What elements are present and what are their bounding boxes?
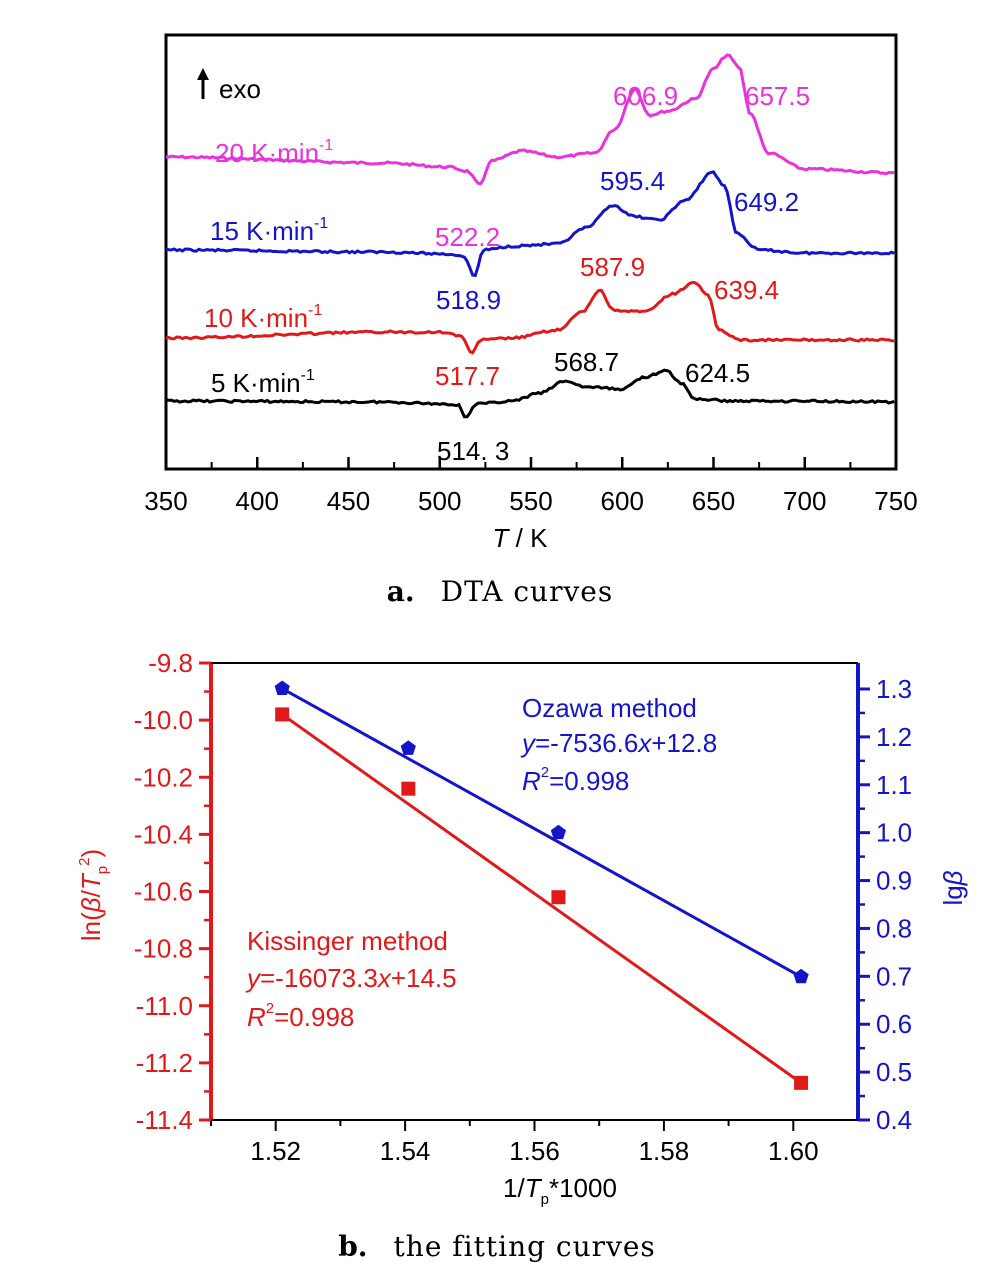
fit-right-y-axis-label: lgβ (938, 870, 968, 905)
annotation-514-3: 514. 3 (437, 436, 509, 466)
fit-left-y-axis-label: ln(β/Tp2) (76, 849, 111, 941)
fitting-chart: 1.52 1.54 1.56 1.58 1.60 -9.8 -10.0 -10.2 -10.4… (76, 648, 968, 1263)
ozawa-point (400, 740, 416, 755)
fit-left-y-tick-label: -10.8 (134, 934, 193, 964)
dta-x-tick-label: 550 (509, 486, 552, 516)
fit-x-tick-label: 1.60 (768, 1136, 819, 1166)
exo-label: exo (219, 74, 261, 104)
fit-left-y-tick-label: -10.2 (134, 762, 193, 792)
kissinger-equation: y=-16073.3x+14.5 (245, 963, 457, 993)
fit-left-y-tick-label: -10.6 (134, 877, 193, 907)
ozawa-r2: R2=0.998 (522, 764, 629, 796)
fit-right-y-tick-label: 0.8 (876, 913, 912, 943)
fit-left-y-tick-label: -11.2 (136, 1048, 193, 1078)
dta-curve-2 (165, 280, 895, 355)
dta-x-tick-label: 750 (874, 486, 917, 516)
fit-x-tick-label: 1.52 (250, 1136, 301, 1166)
ozawa-equation: y=-7536.6x+12.8 (520, 728, 717, 758)
annotation-517-7: 517.7 (435, 361, 500, 391)
ozawa-point (274, 680, 290, 695)
dta-x-tick-labels: 350 400 450 500 550 600 650 700 750 (144, 486, 917, 516)
ozawa-point (793, 968, 809, 984)
fit-lines (281, 687, 802, 1085)
series-label-15: 15 K·min-1 (210, 215, 328, 246)
fit-right-y-tick-label: 1.0 (876, 818, 912, 848)
annotation-657-5: 657.5 (745, 81, 810, 111)
fit-x-ticks: 1.52 1.54 1.56 1.58 1.60 (210, 1120, 819, 1166)
dta-x-tick-label: 650 (692, 486, 735, 516)
fit-right-y-tick-label: 0.6 (876, 1009, 912, 1039)
ozawa-title: Ozawa method (522, 693, 697, 723)
dta-x-ticks (164, 457, 898, 469)
fit-left-y-tick-label: -10.0 (134, 705, 193, 735)
annotation-568-7: 568.7 (554, 347, 619, 377)
fit-left-y-tick-label: -10.4 (134, 819, 193, 849)
fit-right-y-ticks: 1.3 1.2 1.1 1.0 0.9 0.8 0.7 0.6 0.5 0.4 (858, 674, 912, 1135)
fit-x-axis-label: 1/Tp*1000 (503, 1173, 617, 1208)
fit-right-y-tick-label: 0.4 (876, 1105, 912, 1135)
dta-curve-3 (165, 368, 895, 419)
annotation-624-5: 624.5 (685, 358, 750, 388)
arrow-up-icon (197, 68, 209, 99)
dta-x-tick-label: 500 (418, 486, 461, 516)
series-label-10: 10 K·min-1 (204, 302, 322, 333)
dta-x-tick-label: 450 (327, 486, 370, 516)
annotation-587-9: 587.9 (580, 252, 645, 282)
annotation-518-9: 518.9 (436, 285, 501, 315)
annotation-649-2: 649.2 (734, 187, 799, 217)
fit-x-tick-label: 1.56 (509, 1136, 560, 1166)
annotation-606-9: 606.9 (613, 81, 678, 111)
annotation-522-2: 522.2 (435, 222, 500, 252)
annotation-639-4: 639.4 (714, 275, 779, 305)
series-label-20: 20 K·min-1 (215, 137, 333, 168)
fit-x-tick-label: 1.58 (639, 1136, 690, 1166)
dta-chart: 350 400 450 500 550 600 650 700 750 T / K exo 20… (144, 33, 918, 608)
kissinger-point (551, 890, 566, 905)
dta-x-tick-label: 400 (236, 486, 279, 516)
fit-x-tick-label: 1.54 (380, 1136, 431, 1166)
fit-left-y-ticks: -9.8 -10.0 -10.2 -10.4 -10.6 -10.8 -11.0 -11.2 -… (134, 648, 211, 1135)
kissinger-fit-line (281, 713, 802, 1085)
series-label-5: 5 K·min-1 (211, 367, 315, 398)
fit-left-y-tick-label: -9.8 (148, 648, 193, 678)
fit-markers (274, 680, 809, 1090)
fit-right-y-tick-label: 0.5 (876, 1057, 912, 1087)
dta-x-tick-label: 350 (144, 486, 187, 516)
kissinger-point (794, 1075, 809, 1090)
fit-left-y-tick-label: -11.0 (136, 991, 193, 1021)
fit-left-y-tick-label: -11.4 (136, 1105, 193, 1135)
caption-a: a. DTA curves (387, 575, 613, 608)
fit-right-y-tick-label: 1.1 (876, 770, 912, 800)
fit-right-y-tick-label: 1.3 (876, 674, 912, 704)
dta-x-tick-label: 600 (601, 486, 644, 516)
dta-curve-1 (165, 170, 895, 278)
dta-curves (165, 53, 895, 419)
fit-right-y-tick-label: 0.7 (876, 961, 912, 991)
fit-right-y-tick-label: 1.2 (876, 722, 912, 752)
kissinger-point (275, 707, 290, 722)
kissinger-title: Kissinger method (247, 926, 448, 956)
dta-x-axis-label: T / K (493, 523, 549, 553)
dta-x-tick-label: 700 (783, 486, 826, 516)
annotation-595-4: 595.4 (600, 166, 665, 196)
kissinger-point (401, 781, 416, 796)
fit-right-y-tick-label: 0.9 (876, 866, 912, 896)
dta-curve-0 (165, 53, 895, 186)
ozawa-point (550, 824, 566, 840)
caption-b: b. the fitting curves (338, 1230, 656, 1263)
kissinger-r2: R2=0.998 (247, 1000, 354, 1032)
ozawa-fit-line (281, 687, 802, 979)
